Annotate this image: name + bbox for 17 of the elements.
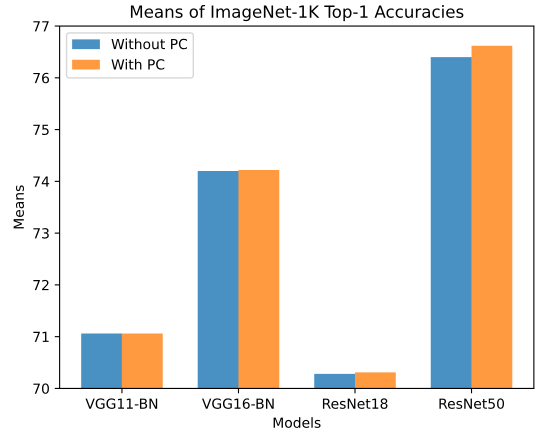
legend-label: With PC	[111, 58, 164, 70]
y-tick-label: 73	[33, 228, 49, 239]
y-tick-label: 76	[33, 72, 50, 84]
y-tick-label: 75	[33, 124, 49, 136]
y-tick-label: 72	[33, 280, 49, 290]
x-tick-label: ResNet18	[322, 398, 388, 409]
y-tick-label: 74	[33, 176, 50, 187]
x-tick-label: ResNet50	[439, 398, 504, 409]
chart-title: Means of ImageNet-1K Top-1 Accuracies	[130, 5, 464, 22]
legend-label: Without PC	[111, 38, 188, 50]
y-tick-label: 70	[33, 383, 49, 394]
x-tick-label: VGG11-BN	[86, 398, 158, 409]
x-tick-label: VGG16-BN	[202, 398, 274, 409]
y-axis-title: Means	[14, 185, 24, 228]
y-tick-label: 71	[33, 332, 49, 342]
x-axis-title: Models	[274, 417, 321, 428]
y-tick-label: 77	[33, 21, 49, 32]
